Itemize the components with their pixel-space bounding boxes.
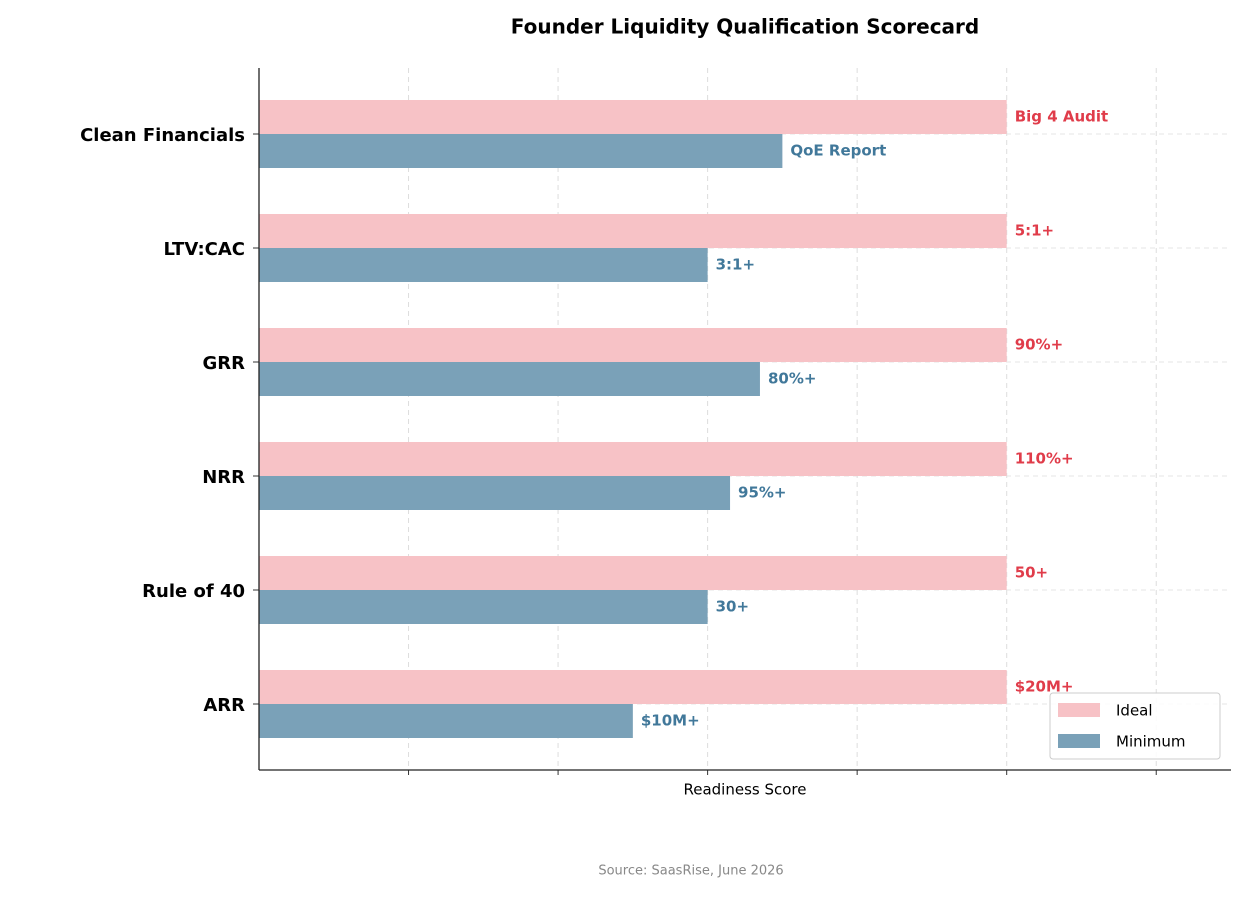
- y-tick-label: LTV:CAC: [164, 239, 245, 260]
- bar: [259, 214, 1007, 248]
- value-label: 50+: [1015, 564, 1048, 582]
- bar: [259, 134, 783, 168]
- bar: [259, 442, 1007, 476]
- value-label: $10M+: [641, 712, 700, 730]
- bar: [259, 556, 1007, 590]
- y-tick-label: Clean Financials: [80, 125, 245, 146]
- value-label: 95%+: [738, 484, 786, 502]
- value-label: 90%+: [1015, 336, 1063, 354]
- y-tick-label: ARR: [203, 695, 245, 716]
- source-note: Source: SaasRise, June 2026: [598, 864, 783, 879]
- bar: [259, 590, 708, 624]
- legend-swatch: [1058, 703, 1100, 717]
- bar: [259, 670, 1007, 704]
- value-label: 80%+: [768, 370, 816, 388]
- legend-swatch: [1058, 734, 1100, 748]
- y-tick-label: Rule of 40: [142, 581, 245, 602]
- legend-label: Ideal: [1116, 702, 1153, 720]
- value-label: 30+: [716, 598, 749, 616]
- value-label: $20M+: [1015, 678, 1074, 696]
- bar: [259, 704, 633, 738]
- bar: [259, 248, 708, 282]
- legend-label: Minimum: [1116, 733, 1186, 751]
- value-label: 5:1+: [1015, 222, 1054, 240]
- value-label: Big 4 Audit: [1015, 108, 1109, 126]
- chart-title: Founder Liquidity Qualification Scorecar…: [511, 15, 979, 39]
- bar: [259, 362, 760, 396]
- value-label: 110%+: [1015, 450, 1074, 468]
- value-label: 3:1+: [716, 256, 755, 274]
- bar: [259, 476, 731, 510]
- legend: Ideal Minimum: [1049, 692, 1221, 760]
- bar: [259, 328, 1007, 362]
- x-axis-label: Readiness Score: [683, 781, 806, 799]
- bar: [259, 100, 1007, 134]
- y-tick-label: GRR: [203, 353, 246, 374]
- y-tick-label: NRR: [202, 467, 245, 488]
- value-label: QoE Report: [790, 142, 886, 160]
